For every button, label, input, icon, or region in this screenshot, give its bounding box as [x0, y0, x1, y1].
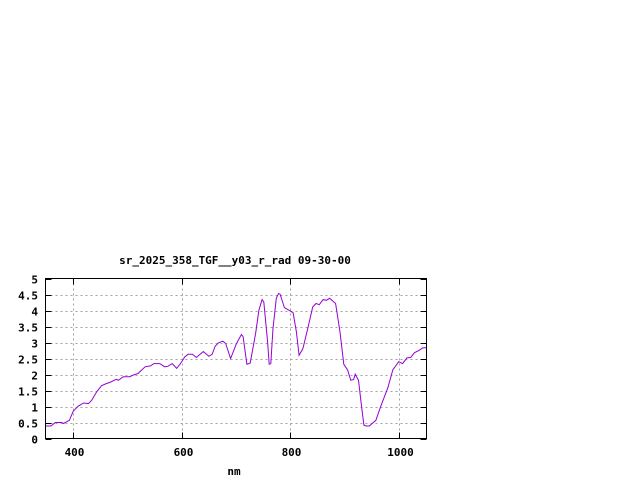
- y-tick-label: 0: [31, 434, 38, 447]
- ticks: [45, 278, 427, 440]
- y-tick-label: 3: [31, 338, 38, 351]
- series-line: [45, 292, 427, 427]
- y-tick-labels: 0 0.5 1 1.5 2 2.5 3 3.5 4 4.5 5: [18, 274, 38, 447]
- y-tick-label: 3.5: [18, 322, 38, 335]
- chart-title: sr_2025_358_TGF__y03_r_rad 09-30-00: [119, 254, 351, 267]
- y-tick-label: 0.5: [18, 418, 38, 431]
- y-tick-label: 1: [31, 402, 38, 415]
- y-tick-label: 4.5: [18, 290, 38, 303]
- x-tick-labels: 400 600 800 1000: [65, 446, 414, 459]
- y-tick-label: 2: [31, 370, 38, 383]
- x-tick-label: 600: [174, 446, 194, 459]
- y-tick-label: 2.5: [18, 354, 38, 367]
- x-tick-label: 400: [65, 446, 85, 459]
- y-tick-label: 5: [31, 274, 38, 287]
- x-axis-label: nm: [227, 465, 241, 478]
- x-tick-label: 800: [282, 446, 302, 459]
- x-tick-label: 1000: [387, 446, 414, 459]
- y-tick-label: 4: [31, 306, 38, 319]
- y-tick-label: 1.5: [18, 386, 38, 399]
- plot-border: [45, 278, 427, 439]
- grid: [45, 278, 427, 439]
